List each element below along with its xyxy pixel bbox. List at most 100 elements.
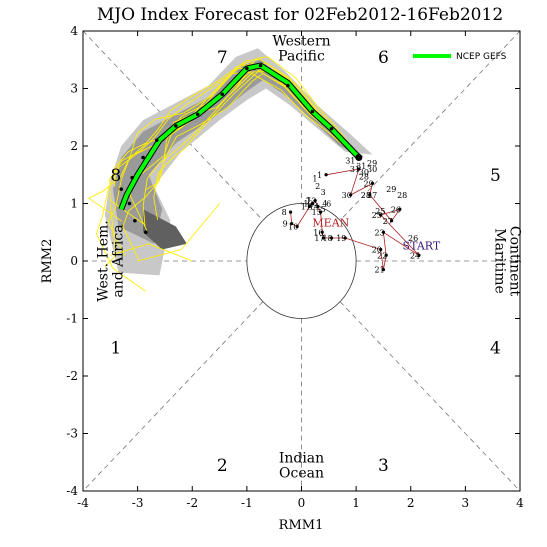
observed-point xyxy=(319,210,323,214)
forecast-point xyxy=(119,187,124,191)
observed-day-label: 25 xyxy=(372,211,382,220)
phase-label: 7 xyxy=(217,48,228,68)
observed-day-label: 24 xyxy=(410,251,420,260)
observed-point xyxy=(370,181,375,185)
forecast-point xyxy=(220,92,225,97)
x-tick-label: -4 xyxy=(77,496,89,510)
x-tick-label: -3 xyxy=(132,496,144,510)
unit-circle xyxy=(246,203,357,319)
observed-point xyxy=(320,230,324,234)
ensemble-member-line xyxy=(145,56,360,190)
observed-point xyxy=(288,210,293,214)
diagonal-se xyxy=(339,301,521,492)
y-tick-label: 2 xyxy=(70,139,78,153)
region-label-top: Pacific xyxy=(278,48,325,64)
phase-label: 1 xyxy=(110,338,121,358)
y-tick-label: -1 xyxy=(66,312,78,326)
x-tick-label: 4 xyxy=(516,496,524,510)
chart-title: MJO Index Forecast for 02Feb2012-16Feb20… xyxy=(97,5,503,25)
y-tick-label: 0 xyxy=(70,254,78,268)
forecast-point xyxy=(174,124,178,128)
forecast-point xyxy=(127,201,132,206)
legend-label: NCEP GEFS xyxy=(456,52,507,62)
forecast-point xyxy=(144,230,148,235)
observed-point xyxy=(329,236,334,240)
observed-day-label: 22 xyxy=(377,251,387,260)
observed-point xyxy=(379,247,383,252)
observed-day-label: 30 xyxy=(359,168,369,177)
forecast-point xyxy=(258,63,263,68)
observed-day-label: 28 xyxy=(397,191,407,200)
observed-trajectory-line xyxy=(290,168,420,270)
ensemble-member-line xyxy=(137,203,220,262)
legend: NCEP GEFS xyxy=(413,52,507,62)
phase-label: 6 xyxy=(378,48,389,68)
phase-label: 4 xyxy=(490,338,501,358)
region-label-bottom: Ocean xyxy=(279,465,324,481)
observed-day-label: 27 xyxy=(383,217,393,226)
region-label-top: Western xyxy=(272,33,330,49)
observed-day-label: 6 xyxy=(326,199,331,208)
observed-day-label: 31 xyxy=(350,165,360,174)
y-tick-label: -2 xyxy=(66,369,78,383)
forecast-point xyxy=(154,138,159,143)
observed-day-label: 8 xyxy=(282,208,287,217)
forecast-point xyxy=(245,66,249,71)
observed-day-label: 26 xyxy=(408,234,418,243)
observed-day-label: 13 xyxy=(306,197,316,206)
observed-point xyxy=(381,268,386,272)
observed-day-label: 14 xyxy=(309,202,319,211)
observed-day-label: 26 xyxy=(391,205,401,214)
observed-day-label: 2 xyxy=(315,182,320,191)
observed-point xyxy=(398,207,402,211)
observed-point xyxy=(368,193,372,197)
phase-label: 8 xyxy=(110,166,121,186)
x-axis-label: RMM1 xyxy=(279,518,324,533)
mean-label: MEAN xyxy=(312,217,349,230)
spread-band-dark xyxy=(143,209,187,250)
region-label-right: Maritime xyxy=(491,228,507,294)
forecast-point xyxy=(141,155,145,160)
observed-point xyxy=(357,167,361,171)
observed-day-label: 7 xyxy=(306,197,311,206)
observed-day-label: 15 xyxy=(312,208,322,217)
forecast-point xyxy=(329,126,334,131)
observed-day-label: 3 xyxy=(321,188,326,197)
region-label-left: and Africa xyxy=(111,224,127,297)
observed-day-label: 18 xyxy=(323,234,333,243)
observed-day-label: 5 xyxy=(321,205,326,214)
observed-day-label: 9 xyxy=(283,220,288,229)
observed-point xyxy=(349,193,353,197)
forecast-point xyxy=(355,154,363,161)
observed-day-label: 1 xyxy=(312,175,317,184)
observed-point xyxy=(324,173,328,177)
observed-day-label: 10 xyxy=(288,223,298,232)
y-axis-label: RMM2 xyxy=(40,239,55,284)
observed-point xyxy=(343,236,347,240)
observed-day-label: 28 xyxy=(359,172,369,181)
observed-point xyxy=(310,201,315,206)
region-label-right: Continent xyxy=(506,226,522,297)
observed-day-label: 29 xyxy=(386,185,396,194)
observed-day-label: 25 xyxy=(375,207,385,216)
observed-day-label: 30 xyxy=(342,191,352,200)
observed-day-label: 11 xyxy=(301,202,311,211)
observed-point xyxy=(381,230,386,234)
observed-day-label: 12 xyxy=(303,200,313,209)
observed-day-label: 28 xyxy=(361,191,371,200)
observed-point xyxy=(321,236,325,240)
diagonal-sw xyxy=(82,301,264,492)
forecast-point xyxy=(130,175,134,180)
observed-point xyxy=(379,213,383,217)
phase-label: 2 xyxy=(217,456,228,476)
observed-point xyxy=(313,199,317,203)
phase-label: 3 xyxy=(378,456,389,476)
x-tick-label: 3 xyxy=(462,496,470,510)
ensemble-member-line xyxy=(104,203,117,268)
forecast-mean-layer xyxy=(118,62,363,235)
observed-day-label: 31 xyxy=(345,156,355,165)
